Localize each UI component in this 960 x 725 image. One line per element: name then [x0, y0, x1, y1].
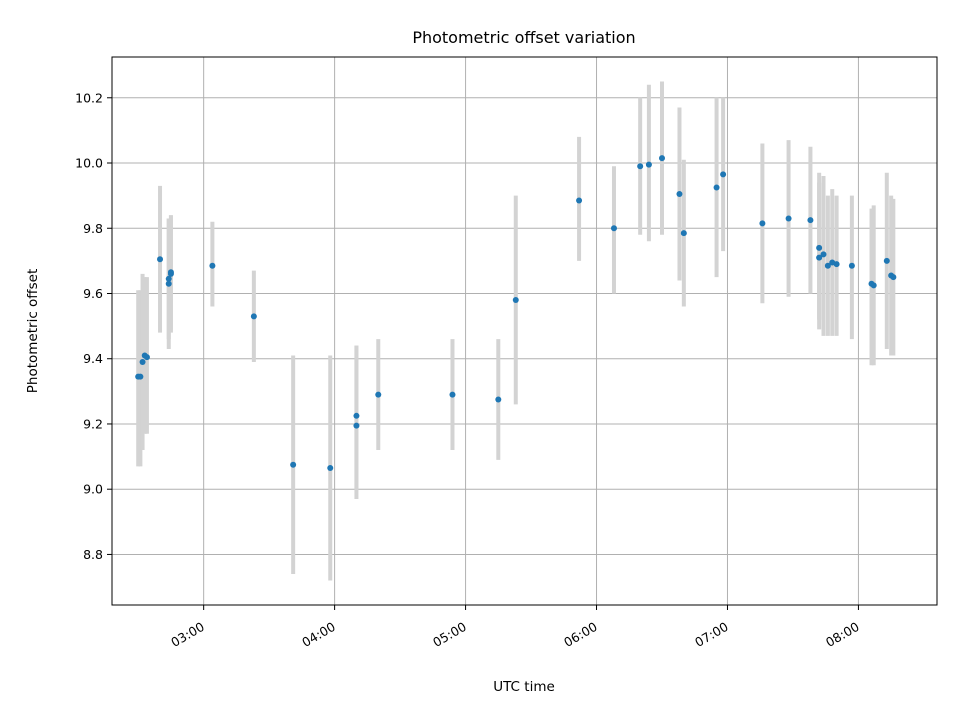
data-point	[165, 275, 172, 282]
data-point	[165, 280, 172, 287]
data-point	[713, 184, 720, 191]
data-point	[137, 373, 144, 380]
data-point	[720, 171, 727, 178]
data-point	[167, 269, 174, 276]
data-point	[353, 412, 360, 419]
data-point	[209, 262, 216, 269]
data-point	[890, 274, 897, 281]
data-point	[375, 391, 382, 398]
y-tick-label: 9.2	[83, 416, 103, 431]
chart-title: Photometric offset variation	[412, 28, 635, 47]
x-tick-label: 07:00	[692, 619, 731, 650]
data-point	[290, 461, 297, 468]
data-point	[676, 191, 683, 197]
data-point	[353, 422, 360, 429]
data-point	[495, 396, 502, 403]
data-point	[824, 262, 831, 269]
tick-layer: 03:00 04:00 05:00 06:00 07:00 08:00 8.8 9.0 9.2 9…	[75, 90, 862, 650]
data-point	[816, 244, 823, 251]
x-tick-label: 04:00	[299, 619, 338, 650]
data-point	[807, 217, 814, 224]
data-point	[870, 282, 877, 289]
data-point	[512, 297, 519, 304]
errorbar-layer	[136, 81, 896, 581]
data-point	[250, 313, 257, 320]
data-point	[848, 262, 855, 269]
y-tick-label: 10.0	[75, 156, 103, 171]
y-tick-label: 10.2	[75, 90, 103, 105]
y-tick-label: 9.4	[83, 351, 103, 366]
data-point	[759, 220, 766, 227]
plot-frame	[111, 56, 938, 606]
data-point	[820, 251, 827, 258]
data-point	[645, 161, 652, 168]
marker-layer	[135, 155, 897, 471]
y-tick-label: 9.8	[83, 221, 103, 236]
data-point	[785, 215, 792, 222]
data-point	[139, 358, 146, 365]
data-point	[637, 163, 644, 170]
data-point	[157, 256, 164, 263]
data-point	[327, 465, 334, 471]
data-point	[610, 225, 617, 232]
data-point	[576, 197, 583, 204]
data-point	[143, 354, 150, 361]
data-point	[659, 155, 665, 162]
x-tick-label: 06:00	[561, 619, 600, 650]
x-tick-label: 08:00	[823, 619, 862, 650]
x-tick-label: 05:00	[430, 619, 469, 650]
grid-layer	[112, 57, 937, 605]
y-tick-label: 9.6	[83, 286, 103, 301]
data-point	[680, 230, 687, 237]
data-point	[833, 261, 840, 268]
data-point	[883, 257, 890, 264]
y-tick-label: 9.0	[83, 482, 103, 497]
x-tick-label: 03:00	[168, 619, 207, 650]
data-point	[816, 254, 823, 261]
data-point	[449, 391, 456, 398]
x-axis-label: UTC time	[493, 679, 555, 695]
y-tick-label: 8.8	[83, 547, 103, 562]
y-axis-label: Photometric offset	[25, 269, 41, 393]
